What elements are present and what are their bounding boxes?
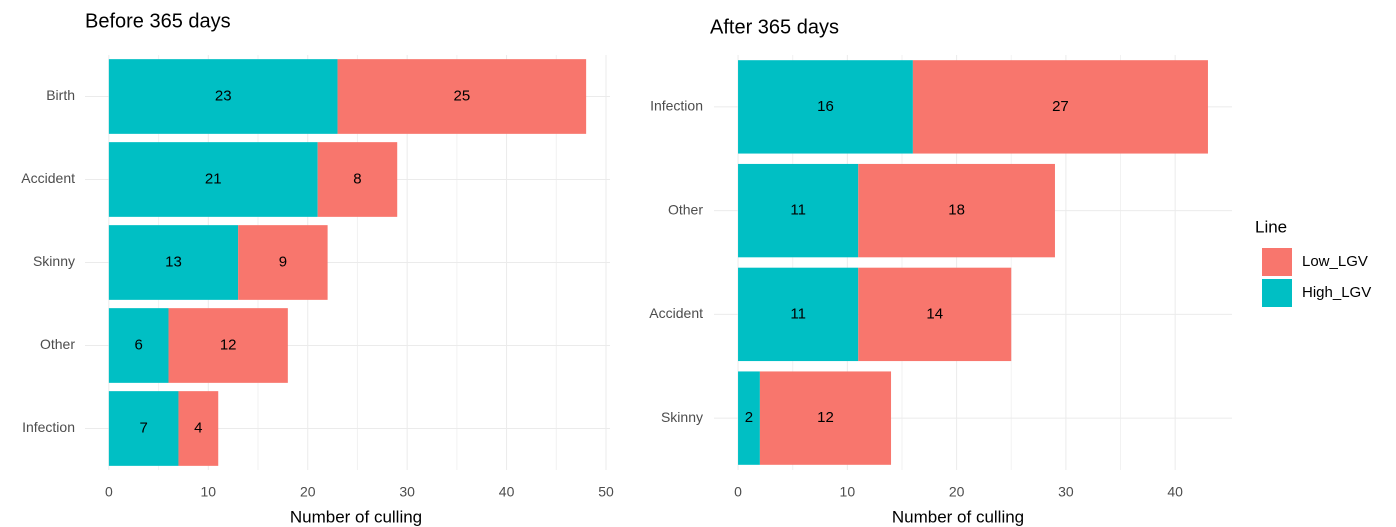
y-tick-label: Skinny [33, 253, 75, 269]
data-label: 13 [165, 253, 182, 270]
bar-segment [108, 308, 169, 383]
x-axis-label: Number of culling [290, 507, 422, 526]
y-tick-label: Accident [649, 305, 703, 321]
bar-segment [738, 267, 859, 362]
bar-segment [738, 371, 760, 465]
data-label: 12 [817, 409, 834, 426]
data-label: 16 [817, 98, 834, 115]
data-label: 11 [790, 305, 806, 322]
y-tick-label: Skinny [661, 409, 703, 425]
legend-swatch [1262, 279, 1292, 307]
y-tick-label: Birth [46, 87, 75, 103]
x-tick-label: 40 [1167, 484, 1183, 500]
y-tick-label: Infection [22, 419, 75, 435]
x-tick-label: 20 [300, 484, 316, 500]
bar-segment [337, 59, 587, 134]
x-tick-label: 30 [1058, 484, 1074, 500]
bar-segment [738, 163, 859, 258]
x-tick-label: 10 [201, 484, 217, 500]
y-tick-label: Infection [650, 98, 703, 114]
data-label: 4 [194, 419, 202, 436]
bar-segment [738, 60, 913, 154]
data-label: 18 [948, 202, 965, 219]
bar-segment [317, 142, 398, 217]
data-label: 21 [205, 170, 222, 187]
data-label: 12 [220, 336, 237, 353]
bar-segment [858, 163, 1055, 258]
x-tick-label: 0 [734, 484, 742, 500]
x-tick-label: 20 [949, 484, 965, 500]
data-label: 14 [926, 305, 943, 322]
chart-title: Before 365 days [85, 10, 231, 32]
legend-label: Low_LGV [1302, 253, 1368, 270]
y-tick-label: Other [668, 201, 703, 217]
chart-title: After 365 days [710, 16, 839, 38]
legend-label: High_LGV [1302, 284, 1371, 301]
bar-segment [108, 391, 179, 466]
bar-segment [178, 391, 219, 466]
data-label: 25 [454, 87, 471, 104]
data-label: 27 [1052, 98, 1069, 115]
x-tick-label: 40 [499, 484, 515, 500]
legend-swatch [1262, 248, 1292, 276]
data-label: 2 [745, 409, 753, 426]
x-axis-label: Number of culling [892, 507, 1024, 526]
x-tick-label: 30 [399, 484, 415, 500]
legend-title: Line [1255, 217, 1287, 236]
bar-segment [759, 371, 892, 465]
bar-segment [858, 267, 1012, 362]
y-tick-label: Other [40, 336, 75, 352]
bar-segment [238, 225, 328, 300]
y-tick-label: Accident [21, 170, 75, 186]
data-label: 9 [279, 253, 287, 270]
bar-segment [168, 308, 288, 383]
bar-segment [912, 60, 1208, 154]
bar-segment [108, 142, 318, 217]
data-label: 11 [790, 202, 806, 219]
x-tick-label: 10 [840, 484, 856, 500]
x-tick-label: 0 [105, 484, 113, 500]
data-label: 6 [135, 336, 143, 353]
bar-segment [108, 225, 239, 300]
x-tick-label: 50 [598, 484, 614, 500]
data-label: 8 [353, 170, 361, 187]
data-label: 23 [215, 87, 232, 104]
bar-segment [108, 59, 338, 134]
data-label: 7 [139, 419, 147, 436]
